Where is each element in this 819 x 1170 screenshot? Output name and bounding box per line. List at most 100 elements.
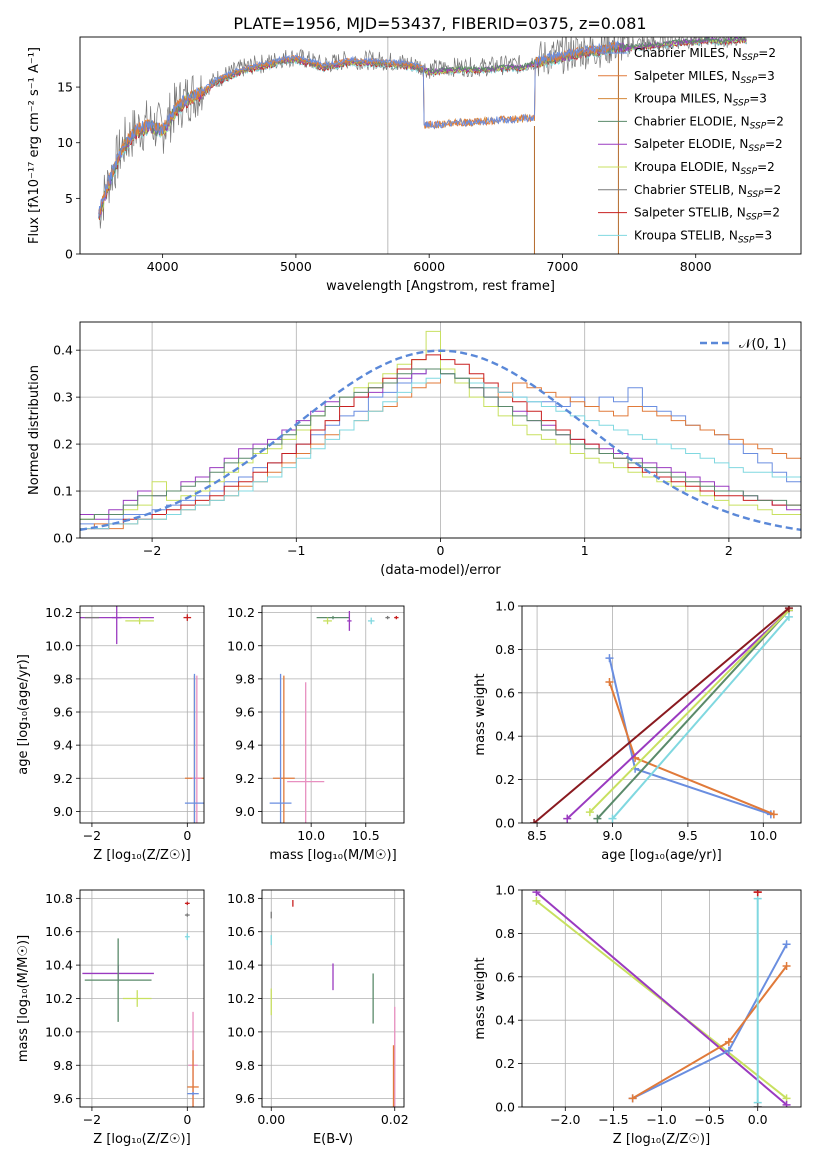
- x-tick-label: 6000: [413, 259, 445, 274]
- y-tick-label: 0.0: [495, 1100, 515, 1115]
- mass-weight-line: [611, 616, 790, 820]
- x-tick-label: −2.0: [550, 1112, 580, 1127]
- plus-marker: [724, 1037, 733, 1046]
- y-tick-label: 10.2: [45, 991, 73, 1006]
- y-tick-label: 10.0: [227, 638, 255, 653]
- mass-weight-line: [589, 609, 790, 813]
- spectrum-model-line: [98, 41, 619, 213]
- axes-massweight-vs-Z: −2.0 −1.5 −1.0 −0.5 0.0 0.0 0.2 0.4 0.6 0.8 1.0 Z […: [473, 883, 802, 1147]
- plus-marker: [605, 654, 614, 663]
- plus-marker: [724, 1046, 733, 1055]
- y-tick-label: 9.2: [235, 771, 255, 786]
- plus-marker: [605, 677, 614, 686]
- y-tick-label: 0.4: [53, 343, 73, 358]
- x-tick-label: 8.5: [527, 828, 547, 843]
- y-tick-label: 10.6: [227, 924, 255, 939]
- plot-area-massweight-vs-age: [530, 606, 793, 823]
- y-axis-label: mass weight: [473, 673, 488, 755]
- y-tick-label: 10.4: [45, 958, 73, 973]
- y-tick-label: 10.0: [45, 1024, 73, 1039]
- plot-area-residuals: [80, 330, 801, 531]
- x-tick-label: 0: [437, 543, 445, 558]
- legend: Chabrier MILES, NSSP=2 Salpeter MILES, NS…: [598, 46, 784, 245]
- axes-residuals: −2 −1 0 1 2 0.0 0.1 0.2 0.3 0.4 (data-model)/error…: [27, 321, 802, 578]
- axes-age-vs-Z: −2 0 9.0 9.2 9.4 9.6 9.8 10.0 10.2 Z [log₁₀(Z/Z☉)…: [16, 605, 205, 863]
- y-tick-label: 9.8: [53, 1058, 73, 1073]
- y-tick-label: 10.0: [227, 1024, 255, 1039]
- y-axis-label: mass weight: [473, 957, 488, 1039]
- y-tick-label: 10.2: [227, 605, 255, 620]
- plot-frame: [79, 321, 802, 539]
- y-tick-label: 0.4: [495, 729, 515, 744]
- y-tick-label: 9.6: [53, 1091, 73, 1106]
- y-tick-label: 9.6: [235, 1091, 255, 1106]
- x-tick-label: 8000: [680, 259, 712, 274]
- plus-marker: [530, 819, 539, 823]
- y-tick-label: 10.6: [45, 924, 73, 939]
- legend-label: Chabrier STELIB, NSSP=2: [634, 183, 781, 200]
- y-tick-label: 1.0: [495, 883, 515, 898]
- y-tick-label: 9.0: [53, 804, 73, 819]
- y-tick-label: 0.8: [495, 642, 515, 657]
- figure-title: PLATE=1956, MJD=53437, FIBERID=0375, z=0…: [233, 14, 646, 33]
- plus-marker: [593, 814, 602, 823]
- x-tick-label: 4000: [147, 259, 179, 274]
- axes-spectrum: 4000 5000 6000 7000 8000 0 5 10 15 wavelength [An…: [27, 36, 802, 294]
- x-axis-label: Z [log₁₀(Z/Z☉)]: [93, 1132, 190, 1147]
- y-tick-label: 9.4: [235, 738, 255, 753]
- x-axis-label: E(B-V): [313, 1132, 353, 1147]
- y-tick-label: 9.4: [53, 738, 73, 753]
- plot-area-spectrum: [98, 37, 747, 254]
- plot-frame: [79, 605, 205, 824]
- y-tick-label: 0.4: [495, 1013, 515, 1028]
- plot-frame: [521, 889, 802, 1108]
- x-tick-label: 10.5: [352, 828, 380, 843]
- y-tick-label: 0.2: [495, 772, 515, 787]
- y-tick-label: 9.8: [235, 1058, 255, 1073]
- plot-frame: [79, 36, 802, 255]
- legend-label: Kroupa STELIB, NSSP=3: [634, 228, 772, 245]
- y-tick-label: 10.2: [45, 605, 73, 620]
- y-tick-label: 9.8: [235, 671, 255, 686]
- y-tick-label: 0: [65, 247, 73, 262]
- x-tick-label: 1: [581, 543, 589, 558]
- legend-label: Kroupa MILES, NSSP=3: [634, 92, 767, 109]
- y-tick-label: 0.2: [495, 1056, 515, 1071]
- y-tick-label: 0.0: [53, 531, 73, 546]
- plot-frame: [521, 605, 802, 824]
- plot-frame: [261, 889, 405, 1108]
- plus-marker: [782, 940, 791, 949]
- plus-marker: [608, 814, 617, 823]
- x-axis-label: (data-model)/error: [380, 563, 501, 578]
- plot-area-mass-vs-Z: [82, 901, 199, 1107]
- legend-label: Salpeter MILES, NSSP=3: [634, 69, 775, 86]
- y-axis-label: Flux [fλ10⁻¹⁷ erg cm⁻² s⁻¹ A⁻¹]: [27, 47, 42, 244]
- plus-marker: [753, 890, 762, 897]
- gaussian-curve: [80, 349, 801, 531]
- axes-mass-vs-Z: −2 0 9.6 9.8 10.0 10.2 10.4 10.6 10.8 Z [log₁₀(Z/…: [16, 889, 205, 1147]
- axes-age-vs-mass: 10.0 10.5 9.0 9.2 9.4 9.6 9.8 10.0 10.2 mass [log…: [227, 605, 405, 863]
- x-tick-label: 0: [183, 1112, 191, 1127]
- y-tick-label: 9.8: [53, 671, 73, 686]
- x-tick-label: −1: [287, 543, 305, 558]
- x-tick-label: −1.5: [598, 1112, 628, 1127]
- x-tick-label: 7000: [547, 259, 579, 274]
- x-tick-label: 0.02: [381, 1112, 409, 1127]
- spectrum-model-line: [98, 40, 619, 219]
- histogram-step-line: [80, 354, 801, 530]
- plot-area-age-vs-mass: [269, 610, 399, 823]
- x-tick-label: 0.00: [257, 1112, 285, 1127]
- plus-marker: [784, 606, 793, 613]
- legend-label: Salpeter STELIB, NSSP=2: [634, 206, 780, 223]
- y-tick-label: 9.6: [53, 705, 73, 720]
- y-tick-label: 10.2: [227, 991, 255, 1006]
- plus-marker: [782, 1100, 791, 1107]
- plus-marker: [769, 810, 778, 819]
- x-tick-label: 0: [183, 828, 191, 843]
- y-tick-label: 10: [57, 135, 73, 150]
- plus-marker: [784, 612, 793, 621]
- x-tick-label: 0.0: [748, 1112, 768, 1127]
- y-tick-label: 10.8: [227, 891, 255, 906]
- y-axis-label: mass [log₁₀(M/M☉)]: [16, 935, 31, 1062]
- x-axis-label: Z [log₁₀(Z/Z☉)]: [613, 1132, 710, 1147]
